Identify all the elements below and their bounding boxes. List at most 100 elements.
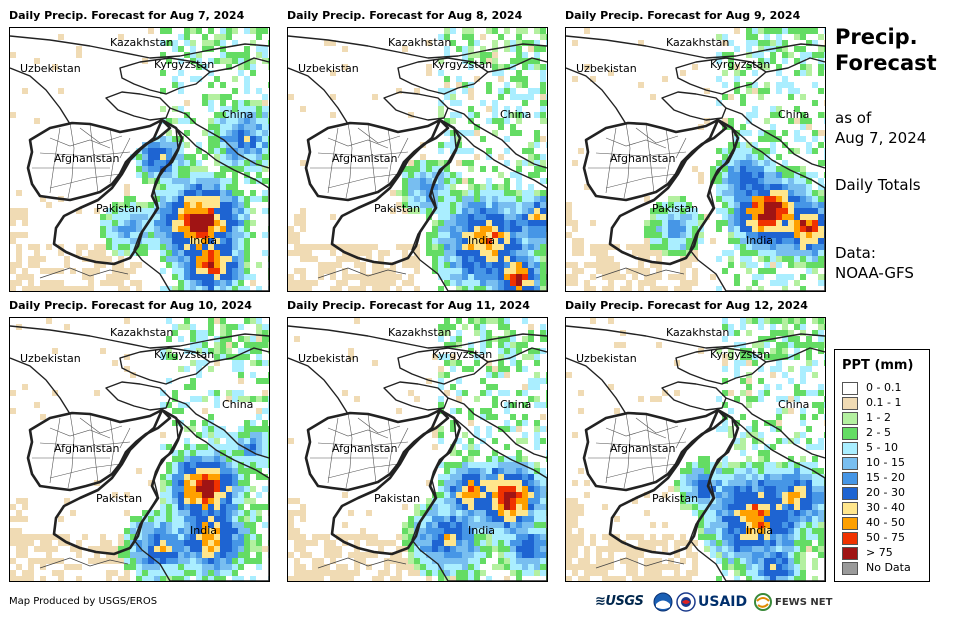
legend-label: 5 - 10 xyxy=(866,441,898,454)
country-label-kazakhstan: Kazakhstan xyxy=(666,36,729,49)
legend-swatch xyxy=(842,471,858,485)
legend-item: 1 - 2 xyxy=(842,411,891,425)
boundary-kgz xyxy=(119,57,211,95)
boundary-tjk xyxy=(661,381,727,411)
boundary-kaz xyxy=(566,325,825,349)
province-boundaries xyxy=(588,412,687,489)
legend: PPT (mm) 0 - 0.1 0.1 - 1 1 - 2 2 - 5 5 - 10 1… xyxy=(834,349,930,582)
as-of-line1: as of xyxy=(835,109,872,127)
boundary-tjk xyxy=(105,381,171,411)
legend-label: 50 - 75 xyxy=(866,531,905,544)
legend-label: 30 - 40 xyxy=(866,501,905,514)
country-label-kyrgyzstan: Kyrgyzstan xyxy=(154,58,214,71)
boundary-uzb xyxy=(10,357,71,415)
boundary-kaz xyxy=(10,35,269,59)
country-label-india: India xyxy=(468,234,495,247)
legend-label: > 75 xyxy=(866,546,893,559)
data-source-line2: NOAA-GFS xyxy=(835,264,914,282)
legend-item: 0 - 0.1 xyxy=(842,381,901,395)
legend-label: 2 - 5 xyxy=(866,426,891,439)
forecast-title-line1: Precip. xyxy=(835,25,918,49)
country-label-kazakhstan: Kazakhstan xyxy=(110,36,173,49)
country-label-kazakhstan: Kazakhstan xyxy=(110,326,173,339)
as-of-date: as of Aug 7, 2024 xyxy=(835,108,926,148)
boundary-ind xyxy=(133,127,269,291)
country-label-china: China xyxy=(500,108,531,121)
country-label-kyrgyzstan: Kyrgyzstan xyxy=(432,348,492,361)
country-label-india: India xyxy=(190,234,217,247)
country-boundaries xyxy=(10,35,269,291)
boundary-chn xyxy=(725,347,825,459)
legend-item: 30 - 40 xyxy=(842,501,905,515)
boundary-tjk xyxy=(383,381,449,411)
country-label-india: India xyxy=(746,524,773,537)
boundary-kaz xyxy=(566,35,825,59)
country-label-uzbekistan: Uzbekistan xyxy=(20,352,81,365)
country-boundaries xyxy=(566,325,825,581)
province-boundaries xyxy=(310,122,409,199)
country-label-afghanistan: Afghanistan xyxy=(332,442,398,455)
boundary-ctrl xyxy=(317,267,407,279)
country-label-afghanistan: Afghanistan xyxy=(610,442,676,455)
precip-map-svg: Kazakhstan Uzbekistan Kyrgyzstan China Afgha… xyxy=(288,318,547,581)
panel-title-3: Daily Precip. Forecast for Aug 9, 2024 xyxy=(565,9,801,22)
boundary-ctrl xyxy=(39,557,129,569)
as-of-line2: Aug 7, 2024 xyxy=(835,129,927,147)
boundary-kgz xyxy=(119,347,211,385)
legend-item: No Data xyxy=(842,561,911,575)
map-panel-1: Kazakhstan Uzbekistan Kyrgyzstan China Afgha… xyxy=(9,27,270,292)
province-boundaries xyxy=(310,412,409,489)
country-label-india: India xyxy=(468,524,495,537)
panel-title-5: Daily Precip. Forecast for Aug 11, 2024 xyxy=(287,299,530,312)
precip-map-svg: Kazakhstan Uzbekistan Kyrgyzstan China Afgha… xyxy=(10,318,269,581)
usgs-logo: ≋USGS xyxy=(595,594,644,609)
country-label-kazakhstan: Kazakhstan xyxy=(388,326,451,339)
boundary-ind xyxy=(411,127,547,291)
country-label-china: China xyxy=(222,108,253,121)
legend-item: 2 - 5 xyxy=(842,426,891,440)
boundary-afg xyxy=(582,408,728,492)
country-label-kyrgyzstan: Kyrgyzstan xyxy=(432,58,492,71)
legend-item: 40 - 50 xyxy=(842,516,905,530)
usaid-logo: USAID xyxy=(698,594,748,610)
country-label-pakistan: Pakistan xyxy=(96,202,142,215)
country-label-china: China xyxy=(778,108,809,121)
country-label-kyrgyzstan: Kyrgyzstan xyxy=(710,58,770,71)
panel-title-6: Daily Precip. Forecast for Aug 12, 2024 xyxy=(565,299,808,312)
country-label-pakistan: Pakistan xyxy=(374,202,420,215)
boundary-afg xyxy=(304,118,450,202)
boundary-kgz xyxy=(397,57,489,95)
boundary-uzb xyxy=(288,357,349,415)
map-panel-2: Kazakhstan Uzbekistan Kyrgyzstan China Afgha… xyxy=(287,27,548,292)
panel-title-2: Daily Precip. Forecast for Aug 8, 2024 xyxy=(287,9,523,22)
nws-logo-icon xyxy=(676,592,696,612)
legend-swatch xyxy=(842,501,858,515)
boundary-chn xyxy=(169,347,269,459)
panel-title-1: Daily Precip. Forecast for Aug 7, 2024 xyxy=(9,9,245,22)
country-label-pakistan: Pakistan xyxy=(96,492,142,505)
boundary-afg xyxy=(304,408,450,492)
legend-label: 0 - 0.1 xyxy=(866,381,902,394)
forecast-title-line2: Forecast xyxy=(835,51,937,75)
province-boundaries xyxy=(588,122,687,199)
forecast-title: Precip. Forecast xyxy=(835,24,937,76)
precip-grid xyxy=(10,318,269,581)
legend-label: 15 - 20 xyxy=(866,471,905,484)
country-label-india: India xyxy=(746,234,773,247)
legend-item: 5 - 10 xyxy=(842,441,898,455)
boundary-ind xyxy=(689,127,825,291)
precip-grid xyxy=(288,28,547,291)
boundary-uzb xyxy=(566,357,627,415)
data-source: Data: NOAA-GFS xyxy=(835,243,914,283)
legend-label: 0.1 - 1 xyxy=(866,396,902,409)
fews-globe-icon xyxy=(754,593,772,611)
boundary-kaz xyxy=(10,325,269,349)
boundary-chn xyxy=(169,57,269,169)
legend-swatch xyxy=(842,456,858,470)
country-label-uzbekistan: Uzbekistan xyxy=(298,352,359,365)
legend-label: No Data xyxy=(866,561,911,574)
country-boundaries xyxy=(288,325,547,581)
legend-item: > 75 xyxy=(842,546,893,560)
legend-title: PPT (mm) xyxy=(842,358,914,373)
country-label-pakistan: Pakistan xyxy=(652,202,698,215)
